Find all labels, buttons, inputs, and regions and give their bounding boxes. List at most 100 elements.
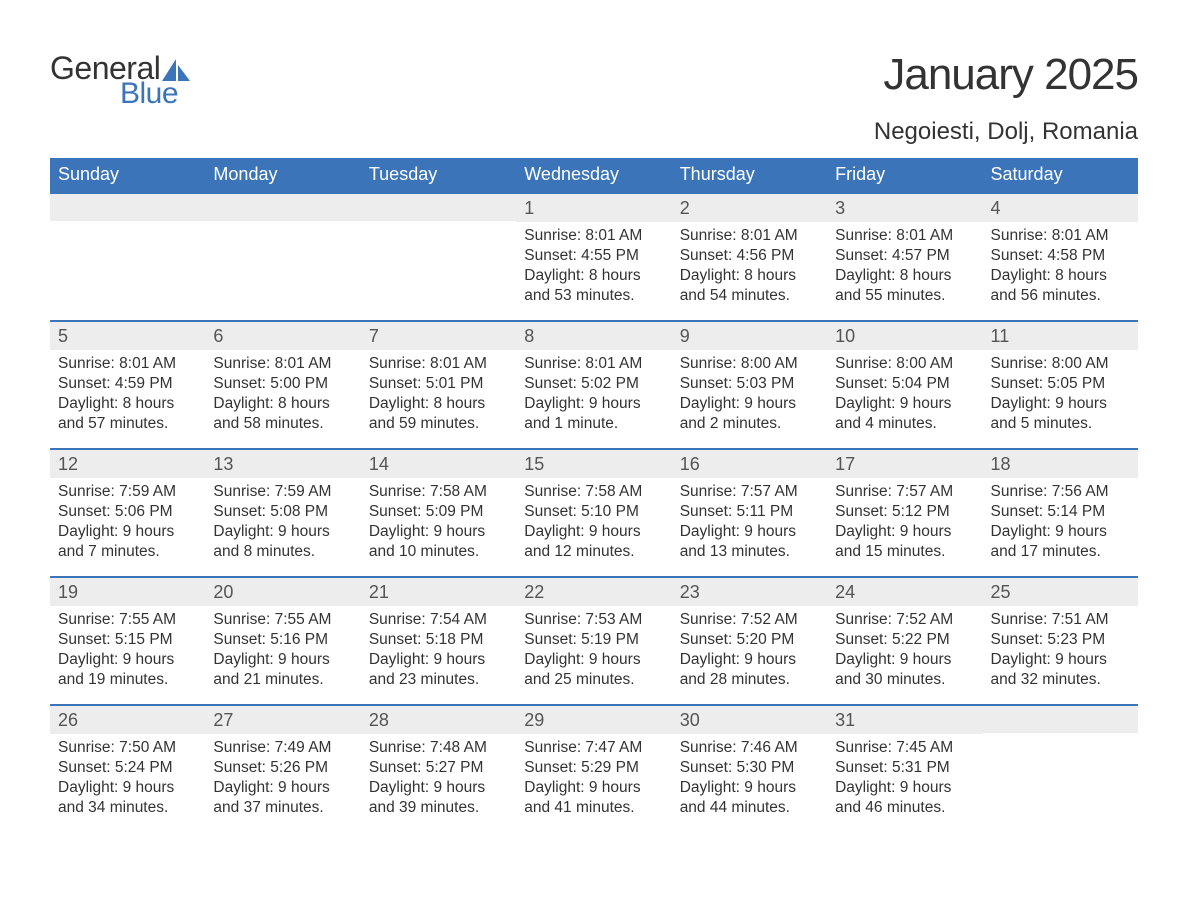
sunrise-text: Sunrise: 8:01 AM — [369, 354, 508, 374]
sunset-text: Sunset: 5:20 PM — [680, 630, 819, 650]
calendar-day: 4Sunrise: 8:01 AMSunset: 4:58 PMDaylight… — [983, 194, 1138, 320]
daylight-text: Daylight: 9 hours and 28 minutes. — [680, 650, 819, 690]
calendar-day: 27Sunrise: 7:49 AMSunset: 5:26 PMDayligh… — [205, 706, 360, 832]
sunrise-text: Sunrise: 7:46 AM — [680, 738, 819, 758]
daylight-text: Daylight: 9 hours and 21 minutes. — [213, 650, 352, 690]
calendar-day: 5Sunrise: 8:01 AMSunset: 4:59 PMDaylight… — [50, 322, 205, 448]
sunrise-text: Sunrise: 7:48 AM — [369, 738, 508, 758]
sunrise-text: Sunrise: 8:00 AM — [991, 354, 1130, 374]
day-details: Sunrise: 7:58 AMSunset: 5:10 PMDaylight:… — [516, 478, 671, 571]
calendar-day: 10Sunrise: 8:00 AMSunset: 5:04 PMDayligh… — [827, 322, 982, 448]
daylight-text: Daylight: 8 hours and 57 minutes. — [58, 394, 197, 434]
calendar-day: 12Sunrise: 7:59 AMSunset: 5:06 PMDayligh… — [50, 450, 205, 576]
daylight-text: Daylight: 9 hours and 15 minutes. — [835, 522, 974, 562]
sunrise-text: Sunrise: 7:59 AM — [213, 482, 352, 502]
sunrise-text: Sunrise: 8:01 AM — [524, 226, 663, 246]
daylight-text: Daylight: 9 hours and 2 minutes. — [680, 394, 819, 434]
day-details: Sunrise: 7:47 AMSunset: 5:29 PMDaylight:… — [516, 734, 671, 827]
day-details: Sunrise: 8:00 AMSunset: 5:05 PMDaylight:… — [983, 350, 1138, 443]
day-details: Sunrise: 8:01 AMSunset: 5:00 PMDaylight:… — [205, 350, 360, 443]
day-details: Sunrise: 7:56 AMSunset: 5:14 PMDaylight:… — [983, 478, 1138, 571]
calendar-day: 30Sunrise: 7:46 AMSunset: 5:30 PMDayligh… — [672, 706, 827, 832]
header: General Blue January 2025 Negoiesti, Dol… — [50, 50, 1138, 146]
day-number: 18 — [983, 450, 1138, 478]
day-number: 30 — [672, 706, 827, 734]
sunset-text: Sunset: 5:29 PM — [524, 758, 663, 778]
day-details: Sunrise: 7:57 AMSunset: 5:11 PMDaylight:… — [672, 478, 827, 571]
calendar-day: 29Sunrise: 7:47 AMSunset: 5:29 PMDayligh… — [516, 706, 671, 832]
daylight-text: Daylight: 9 hours and 19 minutes. — [58, 650, 197, 690]
sunset-text: Sunset: 5:10 PM — [524, 502, 663, 522]
weekday-header: Sunday — [50, 158, 205, 192]
day-number — [983, 706, 1138, 733]
day-details: Sunrise: 7:51 AMSunset: 5:23 PMDaylight:… — [983, 606, 1138, 699]
day-number: 19 — [50, 578, 205, 606]
weekday-header: Saturday — [983, 158, 1138, 192]
month-title: January 2025 — [874, 50, 1138, 100]
daylight-text: Daylight: 9 hours and 32 minutes. — [991, 650, 1130, 690]
weekday-header: Friday — [827, 158, 982, 192]
day-details: Sunrise: 8:01 AMSunset: 4:57 PMDaylight:… — [827, 222, 982, 315]
daylight-text: Daylight: 9 hours and 37 minutes. — [213, 778, 352, 818]
daylight-text: Daylight: 9 hours and 12 minutes. — [524, 522, 663, 562]
sunrise-text: Sunrise: 8:01 AM — [213, 354, 352, 374]
day-number: 31 — [827, 706, 982, 734]
day-number: 25 — [983, 578, 1138, 606]
calendar-grid: SundayMondayTuesdayWednesdayThursdayFrid… — [50, 158, 1138, 832]
day-details: Sunrise: 8:01 AMSunset: 5:01 PMDaylight:… — [361, 350, 516, 443]
sunset-text: Sunset: 5:12 PM — [835, 502, 974, 522]
calendar-day: 18Sunrise: 7:56 AMSunset: 5:14 PMDayligh… — [983, 450, 1138, 576]
day-number: 24 — [827, 578, 982, 606]
weekday-header-row: SundayMondayTuesdayWednesdayThursdayFrid… — [50, 158, 1138, 192]
calendar-day: 11Sunrise: 8:00 AMSunset: 5:05 PMDayligh… — [983, 322, 1138, 448]
day-number: 22 — [516, 578, 671, 606]
day-number: 11 — [983, 322, 1138, 350]
day-number: 3 — [827, 194, 982, 222]
sunrise-text: Sunrise: 8:01 AM — [835, 226, 974, 246]
day-number — [205, 194, 360, 221]
calendar-day: 20Sunrise: 7:55 AMSunset: 5:16 PMDayligh… — [205, 578, 360, 704]
day-number — [361, 194, 516, 221]
day-details: Sunrise: 8:01 AMSunset: 4:56 PMDaylight:… — [672, 222, 827, 315]
sunrise-text: Sunrise: 7:58 AM — [524, 482, 663, 502]
sunset-text: Sunset: 5:01 PM — [369, 374, 508, 394]
daylight-text: Daylight: 9 hours and 25 minutes. — [524, 650, 663, 690]
sunrise-text: Sunrise: 7:53 AM — [524, 610, 663, 630]
day-details: Sunrise: 8:01 AMSunset: 4:59 PMDaylight:… — [50, 350, 205, 443]
weekday-header: Monday — [205, 158, 360, 192]
day-number: 29 — [516, 706, 671, 734]
title-block: January 2025 Negoiesti, Dolj, Romania — [874, 50, 1138, 146]
calendar-day: 26Sunrise: 7:50 AMSunset: 5:24 PMDayligh… — [50, 706, 205, 832]
calendar-day: 7Sunrise: 8:01 AMSunset: 5:01 PMDaylight… — [361, 322, 516, 448]
calendar-day: 1Sunrise: 8:01 AMSunset: 4:55 PMDaylight… — [516, 194, 671, 320]
calendar-day: 2Sunrise: 8:01 AMSunset: 4:56 PMDaylight… — [672, 194, 827, 320]
weekday-header: Tuesday — [361, 158, 516, 192]
sunset-text: Sunset: 5:19 PM — [524, 630, 663, 650]
sunset-text: Sunset: 5:16 PM — [213, 630, 352, 650]
daylight-text: Daylight: 8 hours and 53 minutes. — [524, 266, 663, 306]
daylight-text: Daylight: 9 hours and 8 minutes. — [213, 522, 352, 562]
daylight-text: Daylight: 9 hours and 5 minutes. — [991, 394, 1130, 434]
daylight-text: Daylight: 9 hours and 44 minutes. — [680, 778, 819, 818]
day-number: 16 — [672, 450, 827, 478]
sunset-text: Sunset: 5:22 PM — [835, 630, 974, 650]
sunrise-text: Sunrise: 7:51 AM — [991, 610, 1130, 630]
sunset-text: Sunset: 5:06 PM — [58, 502, 197, 522]
sunrise-text: Sunrise: 7:55 AM — [58, 610, 197, 630]
calendar-day: 28Sunrise: 7:48 AMSunset: 5:27 PMDayligh… — [361, 706, 516, 832]
sunrise-text: Sunrise: 8:01 AM — [58, 354, 197, 374]
daylight-text: Daylight: 9 hours and 30 minutes. — [835, 650, 974, 690]
sunrise-text: Sunrise: 7:58 AM — [369, 482, 508, 502]
sunset-text: Sunset: 4:58 PM — [991, 246, 1130, 266]
day-details: Sunrise: 7:52 AMSunset: 5:20 PMDaylight:… — [672, 606, 827, 699]
location-text: Negoiesti, Dolj, Romania — [874, 118, 1138, 146]
sunrise-text: Sunrise: 7:49 AM — [213, 738, 352, 758]
sunrise-text: Sunrise: 7:52 AM — [835, 610, 974, 630]
calendar-day: 23Sunrise: 7:52 AMSunset: 5:20 PMDayligh… — [672, 578, 827, 704]
day-details: Sunrise: 7:54 AMSunset: 5:18 PMDaylight:… — [361, 606, 516, 699]
day-details: Sunrise: 8:00 AMSunset: 5:04 PMDaylight:… — [827, 350, 982, 443]
calendar-day — [983, 706, 1138, 832]
sunrise-text: Sunrise: 8:00 AM — [835, 354, 974, 374]
sunset-text: Sunset: 5:04 PM — [835, 374, 974, 394]
sunset-text: Sunset: 5:26 PM — [213, 758, 352, 778]
